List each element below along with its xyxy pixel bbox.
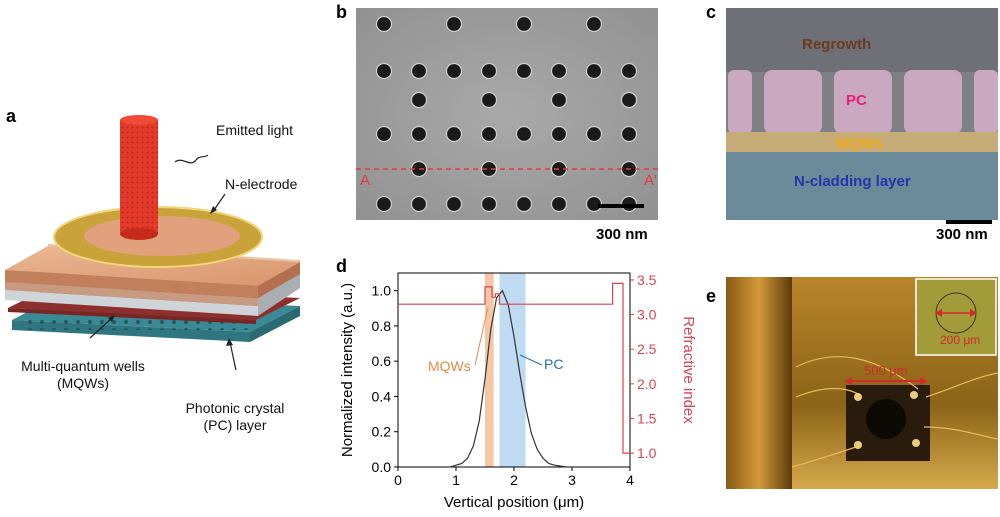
scale-bar-c: [946, 220, 992, 224]
sem-hole: [480, 62, 498, 80]
sem-top-view: [356, 8, 658, 220]
n-electrode-label: N-electrode: [225, 176, 298, 192]
y-axis-label: Normalized intensity (a.u.): [339, 283, 356, 457]
scale-bar-b-label: 300 nm: [596, 226, 648, 243]
mqws-leader: [474, 306, 489, 366]
photo-inset: [915, 278, 997, 356]
intensity-index-chart: 0 1 2 3 4 0.0 0.2 0.4 0.6 0.8 1.0 1.0 1.5 2.0 2.5 3.0 3.…: [339, 272, 697, 511]
panel-letter-b: b: [336, 2, 347, 22]
sem-hole: [410, 91, 428, 109]
x-tick-label: 3: [568, 472, 576, 488]
sem-hole: [410, 62, 428, 80]
pc-layer-label: Photonic crystal (PC) layer: [170, 400, 300, 434]
sem-hole: [375, 125, 393, 143]
sem-hole: [445, 15, 463, 33]
sem-hole: [550, 91, 568, 109]
y2-tick-label: 1.0: [637, 445, 657, 461]
cladding-label: N-cladding layer: [794, 173, 911, 190]
device-photo: [726, 277, 998, 489]
sem-hole: [585, 62, 603, 80]
mqws-chart-label: MQWs: [428, 358, 471, 374]
sem-hole: [515, 62, 533, 80]
panel-letter-c: c: [706, 2, 717, 22]
sem-hole: [480, 125, 498, 143]
sem-hole: [620, 91, 638, 109]
x-axis-label: Vertical position (μm): [444, 494, 584, 511]
regrowth-label: Regrowth: [802, 36, 872, 53]
scale-bar-c-label: 300 nm: [936, 226, 988, 243]
series-normalized-intensity: [450, 289, 572, 468]
sem-hole: [480, 195, 498, 213]
sem-hole: [515, 195, 533, 213]
sem-hole: [550, 62, 568, 80]
inset-size-label: 200 μm: [940, 333, 981, 347]
mqw-label: Multi-quantum wells (MQWs): [8, 358, 158, 392]
panel-letter-a: a: [6, 106, 17, 126]
x-tick-label: 2: [510, 472, 518, 488]
cladding-region: [726, 152, 998, 220]
y2-tick-label: 3.5: [637, 272, 657, 288]
sem-hole: [620, 125, 638, 143]
panel-letter-d: d: [336, 256, 347, 276]
y-tick-label: 0.8: [372, 318, 392, 334]
x-tick-label: 1: [452, 472, 460, 488]
mqw-label-line2: (MQWs): [56, 374, 110, 391]
sem-hole: [620, 62, 638, 80]
sem-cross-section: [726, 8, 998, 220]
pc-pillars: [728, 70, 998, 134]
device-schematic: [5, 115, 300, 370]
y2-tick-label: 1.5: [637, 411, 657, 427]
sem-hole: [550, 195, 568, 213]
cut-marker-right: A': [644, 172, 657, 189]
sem-hole: [375, 195, 393, 213]
sem-hole: [585, 125, 603, 143]
x-tick-label: 4: [626, 472, 634, 488]
sem-hole: [585, 15, 603, 33]
pc-label-line1: Photonic crystal: [185, 400, 285, 416]
emitted-light-label: Emitted light: [216, 122, 294, 138]
x-tick-label: 0: [394, 472, 402, 488]
band-pc: [499, 273, 526, 467]
mqws-label-c: MQWs: [836, 135, 883, 152]
sem-hole: [480, 160, 498, 178]
pc-chart-label: PC: [544, 356, 564, 372]
y-tick-label: 0.4: [372, 388, 392, 404]
mqw-label-line1: Multi-quantum wells: [21, 358, 145, 374]
panel-letter-e: e: [706, 286, 717, 306]
mqw-band-sem: [726, 132, 998, 152]
device-size-label: 500 μm: [864, 363, 908, 378]
sem-hole: [375, 15, 393, 33]
y-tick-label: 1.0: [372, 283, 392, 299]
y-tick-label: 0.0: [372, 459, 392, 475]
sem-hole: [515, 125, 533, 143]
pc-leader: [519, 354, 543, 366]
sem-hole: [515, 15, 533, 33]
sem-hole: [550, 125, 568, 143]
pc-label-line2: (PC) layer: [203, 416, 267, 433]
y2-tick-label: 2.5: [637, 341, 657, 357]
y-tick-label: 0.6: [372, 353, 392, 369]
series-refractive-index: [398, 282, 630, 454]
cut-marker-left: A: [360, 172, 371, 189]
y-tick-label: 0.2: [372, 424, 392, 440]
band-mqws: [485, 273, 494, 467]
pc-label-c: PC: [846, 92, 867, 109]
emitted-light-column: [120, 120, 158, 234]
y2-axis-label: Refractive index: [680, 316, 697, 424]
sem-hole: [445, 195, 463, 213]
sem-hole: [410, 125, 428, 143]
sem-hole: [445, 125, 463, 143]
sem-hole: [480, 91, 498, 109]
sem-hole: [375, 62, 393, 80]
sem-hole: [410, 195, 428, 213]
sem-hole: [445, 62, 463, 80]
y2-tick-label: 2.0: [637, 376, 657, 392]
y2-tick-label: 3.0: [637, 307, 657, 323]
